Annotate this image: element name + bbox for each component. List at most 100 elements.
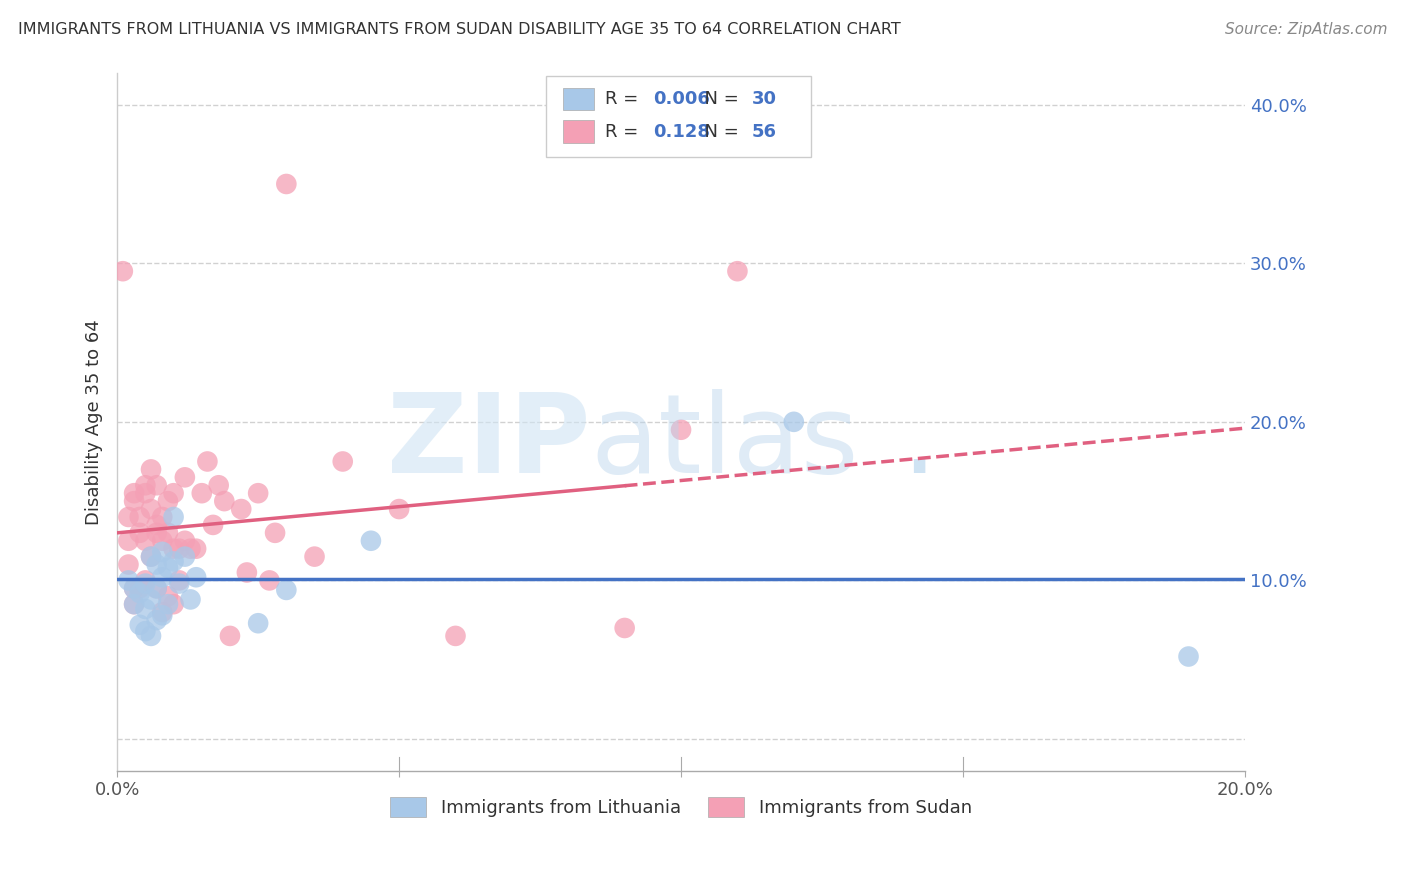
Point xyxy=(184,541,207,556)
Point xyxy=(247,486,270,500)
Point xyxy=(276,177,298,191)
Point xyxy=(128,586,150,600)
Point xyxy=(134,574,156,588)
Point xyxy=(613,621,636,635)
Text: 30: 30 xyxy=(752,90,778,108)
Point xyxy=(156,597,179,611)
Point xyxy=(128,617,150,632)
Point xyxy=(150,533,173,548)
Point xyxy=(156,560,179,574)
Point xyxy=(208,478,231,492)
Point xyxy=(259,574,281,588)
Point xyxy=(162,541,184,556)
Text: 56: 56 xyxy=(752,122,778,141)
Point xyxy=(214,494,236,508)
Point xyxy=(111,264,134,278)
Point xyxy=(145,558,167,572)
Point xyxy=(202,517,225,532)
Point xyxy=(145,478,167,492)
Point xyxy=(191,486,214,500)
Text: IMMIGRANTS FROM LITHUANIA VS IMMIGRANTS FROM SUDAN DISABILITY AGE 35 TO 64 CORRE: IMMIGRANTS FROM LITHUANIA VS IMMIGRANTS … xyxy=(18,22,901,37)
Point xyxy=(150,570,173,584)
Point xyxy=(139,629,162,643)
Point xyxy=(167,576,190,591)
Point xyxy=(139,549,162,564)
Text: ZIP: ZIP xyxy=(388,389,591,496)
Point xyxy=(332,454,354,468)
Point xyxy=(117,510,139,524)
Text: N =: N = xyxy=(693,90,745,108)
Point xyxy=(725,264,748,278)
Point xyxy=(134,624,156,639)
Text: N =: N = xyxy=(693,122,745,141)
Point xyxy=(156,525,179,540)
Point xyxy=(122,597,145,611)
Point xyxy=(276,582,298,597)
Point xyxy=(162,597,184,611)
Point xyxy=(444,629,467,643)
FancyBboxPatch shape xyxy=(546,77,811,157)
Point xyxy=(197,454,219,468)
Point xyxy=(145,582,167,596)
Text: atlas: atlas xyxy=(591,389,859,496)
Point xyxy=(134,602,156,616)
Y-axis label: Disability Age 35 to 64: Disability Age 35 to 64 xyxy=(86,319,103,524)
Point xyxy=(122,582,145,596)
Point xyxy=(150,510,173,524)
Point xyxy=(122,494,145,508)
Point xyxy=(179,592,201,607)
Point xyxy=(150,545,173,559)
FancyBboxPatch shape xyxy=(562,120,595,143)
Point xyxy=(117,558,139,572)
FancyBboxPatch shape xyxy=(562,87,595,110)
Point xyxy=(156,589,179,603)
Point xyxy=(128,525,150,540)
Point xyxy=(162,486,184,500)
Point xyxy=(122,597,145,611)
Point xyxy=(669,423,692,437)
Point xyxy=(236,566,259,580)
Point xyxy=(173,533,195,548)
Point xyxy=(117,574,139,588)
Point xyxy=(150,605,173,619)
Point xyxy=(156,494,179,508)
Point xyxy=(122,486,145,500)
Point xyxy=(1177,649,1199,664)
Point xyxy=(179,541,201,556)
Point xyxy=(388,502,411,516)
Point xyxy=(247,616,270,631)
Text: .: . xyxy=(901,389,936,496)
Point xyxy=(145,517,167,532)
Point xyxy=(167,574,190,588)
Point xyxy=(122,582,145,596)
Point xyxy=(117,533,139,548)
Point xyxy=(139,549,162,564)
Point xyxy=(219,629,242,643)
Legend: Immigrants from Lithuania, Immigrants from Sudan: Immigrants from Lithuania, Immigrants fr… xyxy=(382,790,979,824)
Point xyxy=(128,510,150,524)
Point xyxy=(167,541,190,556)
Text: 0.006: 0.006 xyxy=(652,90,710,108)
Point xyxy=(145,582,167,596)
Point xyxy=(360,533,382,548)
Point xyxy=(128,582,150,596)
Point xyxy=(145,613,167,627)
Point xyxy=(134,478,156,492)
Text: R =: R = xyxy=(606,90,644,108)
Text: 0.128: 0.128 xyxy=(652,122,710,141)
Point xyxy=(173,549,195,564)
Point xyxy=(162,510,184,524)
Point xyxy=(783,415,806,429)
Point xyxy=(184,570,207,584)
Point xyxy=(139,592,162,607)
Point xyxy=(134,576,156,591)
Point xyxy=(139,502,162,516)
Text: Source: ZipAtlas.com: Source: ZipAtlas.com xyxy=(1225,22,1388,37)
Point xyxy=(162,554,184,568)
Point xyxy=(304,549,326,564)
Point xyxy=(264,525,287,540)
Point xyxy=(134,533,156,548)
Point xyxy=(145,525,167,540)
Text: R =: R = xyxy=(606,122,644,141)
Point xyxy=(139,462,162,476)
